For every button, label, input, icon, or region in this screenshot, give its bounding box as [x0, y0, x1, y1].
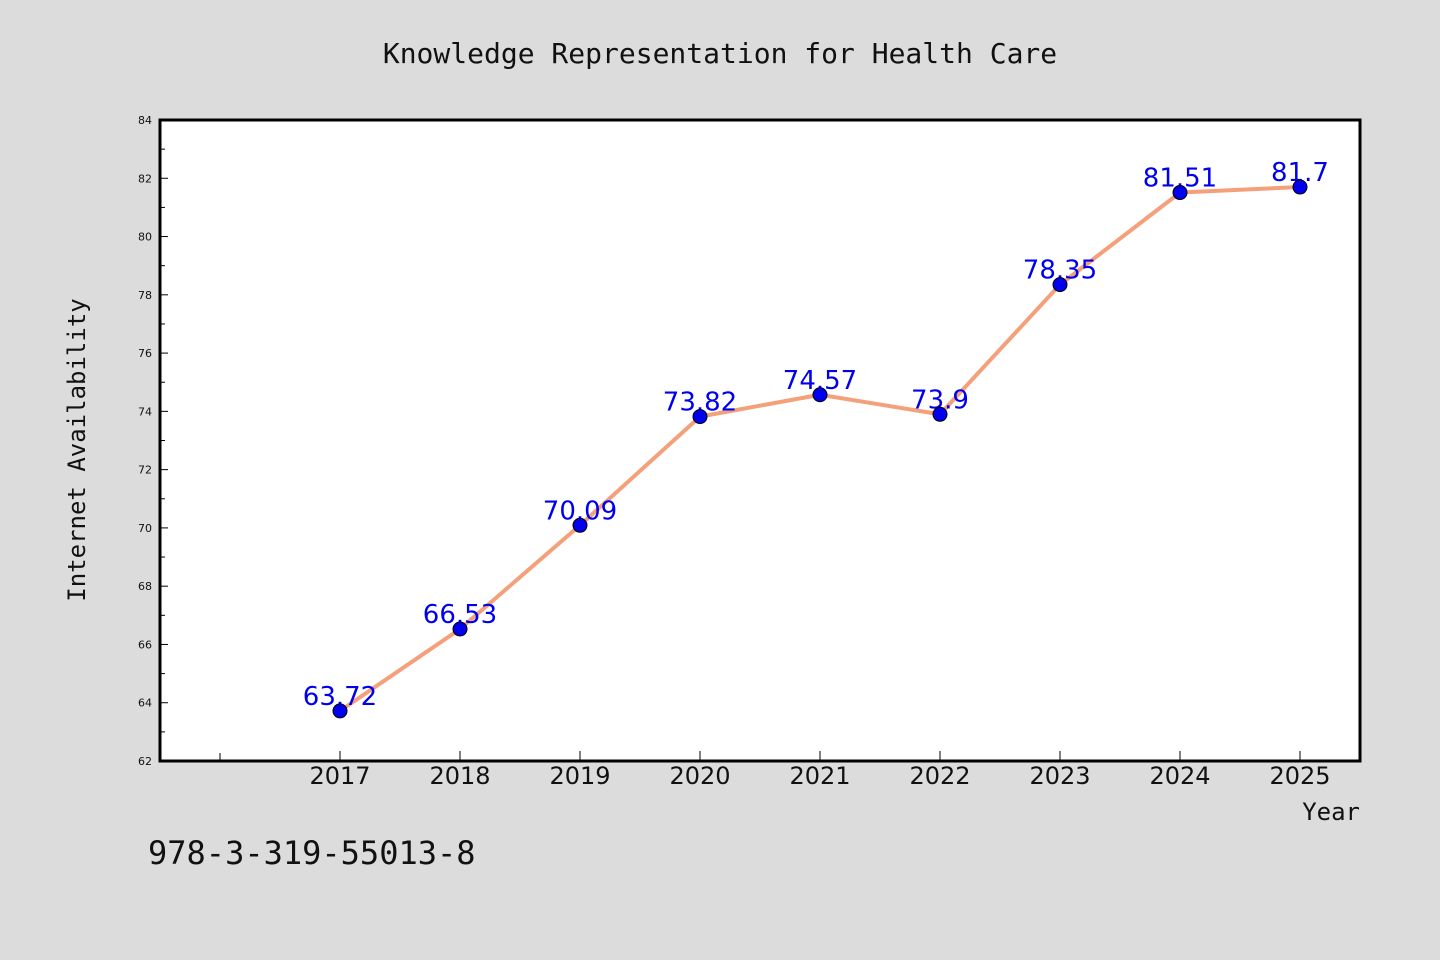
- y-tick-label: 68: [138, 580, 152, 593]
- y-tick-label: 62: [138, 755, 152, 768]
- y-tick-label: 66: [138, 638, 152, 651]
- x-tick-label: 2018: [429, 762, 490, 790]
- x-tick-label: 2019: [549, 762, 610, 790]
- y-tick-label: 74: [138, 405, 152, 418]
- x-tick-label: 2017: [309, 762, 370, 790]
- y-tick-label: 84: [138, 114, 152, 127]
- y-tick-label: 78: [138, 289, 152, 302]
- data-point: [452, 621, 468, 637]
- x-tick-label: 2020: [669, 762, 730, 790]
- data-point: [692, 409, 708, 425]
- x-axis: 2017 2018 2019 2020 2021 2022 2023 2024 2025: [219, 751, 1331, 790]
- data-point: [1292, 179, 1308, 195]
- data-point: [572, 517, 588, 533]
- x-tick-label: 2023: [1029, 762, 1090, 790]
- footer-isbn: 978-3-319-55013-8: [148, 834, 476, 872]
- y-tick-label: 80: [138, 231, 152, 244]
- chart-title: Knowledge Representation for Health Care: [383, 37, 1057, 70]
- data-point: [1172, 185, 1188, 201]
- y-axis-label: Internet Availability: [63, 298, 91, 601]
- data-point: [1052, 277, 1068, 293]
- y-tick-label: 64: [138, 697, 152, 710]
- x-tick-label: 2024: [1149, 762, 1210, 790]
- data-point: [932, 406, 948, 422]
- y-tick-label: 82: [138, 172, 152, 185]
- x-tick-label: 2022: [909, 762, 970, 790]
- x-axis-label: Year: [1302, 798, 1360, 826]
- x-tick-label: 2021: [789, 762, 850, 790]
- x-tick-label: 2025: [1269, 762, 1330, 790]
- y-tick-label: 70: [138, 522, 152, 535]
- y-tick-label: 76: [138, 347, 152, 360]
- y-tick-label: 72: [138, 464, 152, 477]
- data-point: [812, 387, 828, 403]
- y-axis: 62 64 66 68 70 72 74 76 78 80 82 84: [138, 114, 168, 768]
- plot-area: [158, 118, 1362, 763]
- data-point: [332, 703, 348, 719]
